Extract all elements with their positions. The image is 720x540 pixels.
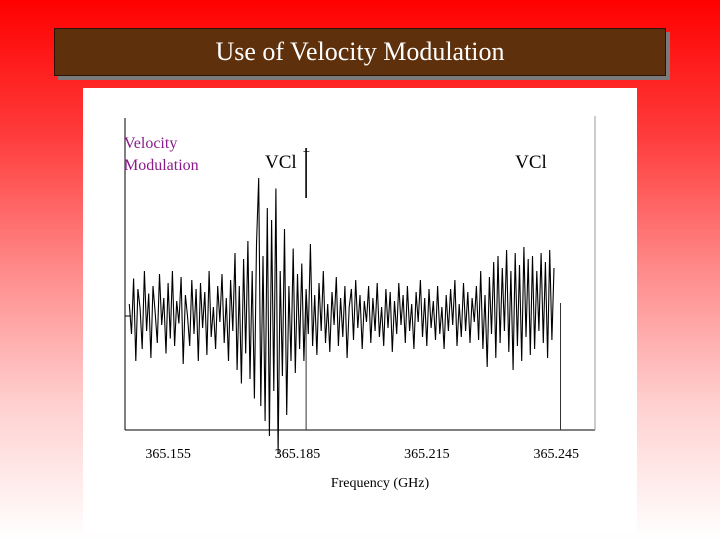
- velocity-modulation-label: Velocity Modulation: [124, 133, 199, 177]
- velocity-label-line2: Modulation: [124, 157, 199, 174]
- x-tick-label-2: 365.185: [275, 447, 321, 462]
- x-axis-title: Frequency (GHz): [331, 476, 430, 491]
- velocity-label-line1: Velocity: [124, 135, 178, 152]
- x-tick-label-1: 365.155: [145, 447, 191, 462]
- chart-ticks: 365.155 365.185 365.215 365.245 Frequency (G…: [145, 447, 579, 491]
- spectrum-figure: 365.155 365.185 365.215 365.245 Frequency (G…: [83, 88, 637, 533]
- chart-annotations: VCl−VCl: [265, 144, 547, 173]
- annotation-superscript-1: −: [303, 144, 310, 159]
- annotation-label-1: VCl: [265, 152, 297, 173]
- x-tick-label-4: 365.245: [533, 447, 579, 462]
- slide-title: Use of Velocity Modulation: [54, 28, 666, 76]
- slide-title-text: Use of Velocity Modulation: [215, 37, 505, 66]
- chart-axes: [124, 116, 596, 431]
- chart-trace: [125, 148, 555, 455]
- annotation-label-2: VCl: [515, 152, 547, 173]
- spectrum-chart: 365.155 365.185 365.215 365.245 Frequency (G…: [124, 116, 596, 491]
- spectrum-line: [128, 177, 555, 455]
- x-tick-label-3: 365.215: [404, 447, 450, 462]
